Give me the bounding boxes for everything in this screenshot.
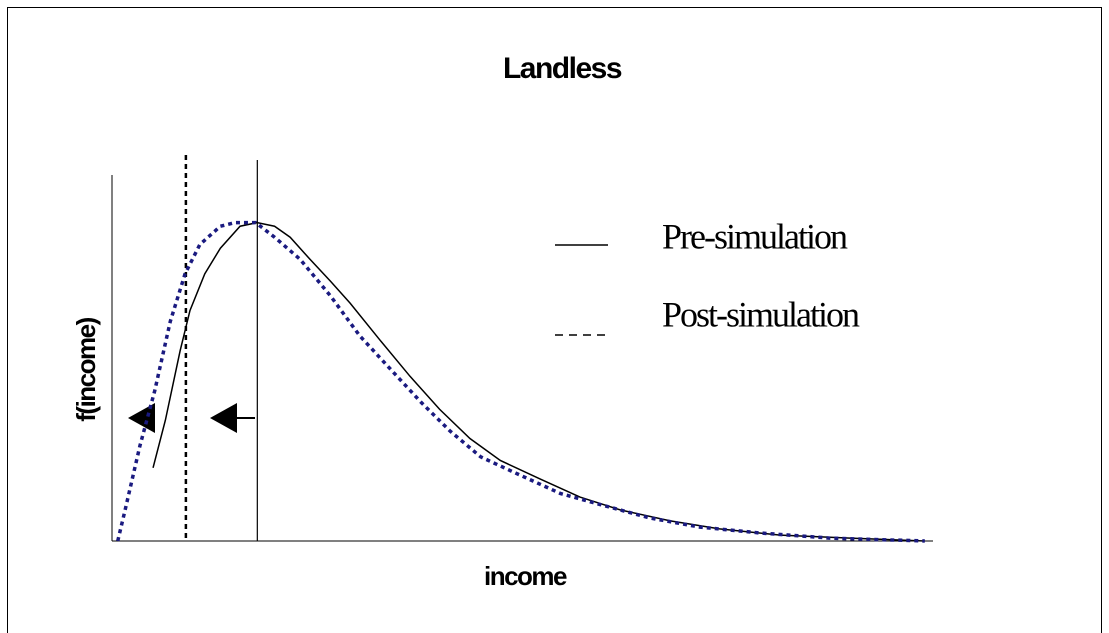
frame bbox=[7, 7, 1102, 633]
series-line bbox=[152, 221, 925, 542]
legend-label: Post-simulation bbox=[662, 294, 860, 334]
arrows bbox=[128, 403, 255, 433]
arrow bbox=[128, 403, 155, 433]
y-axis-label: f(income) bbox=[71, 317, 101, 421]
x-axis-label: income bbox=[484, 561, 567, 591]
series-line bbox=[116, 220, 925, 543]
legend-label: Pre-simulation bbox=[662, 216, 848, 256]
chart-title: Landless bbox=[503, 52, 622, 85]
arrow bbox=[210, 403, 237, 433]
